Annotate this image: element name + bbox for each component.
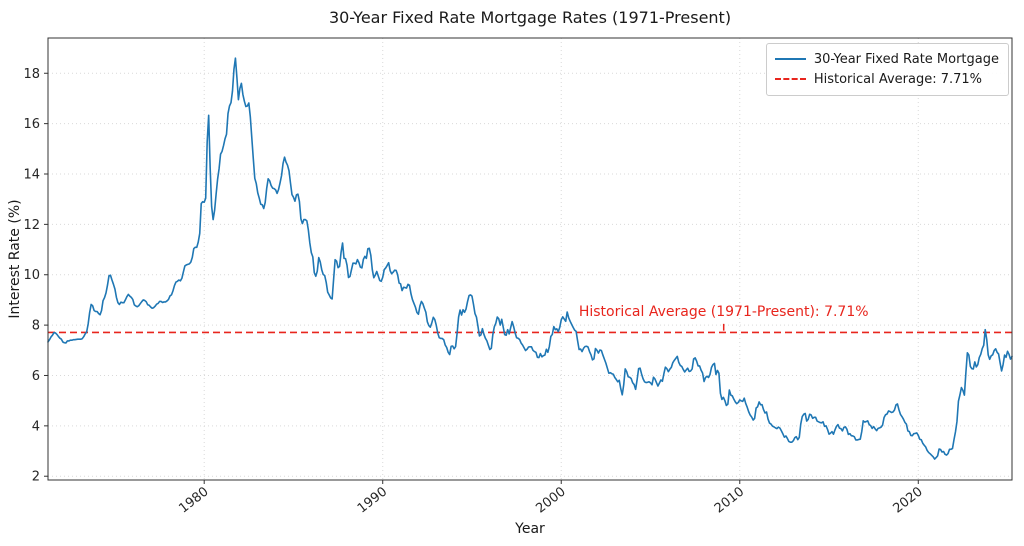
series-line-mortgage — [47, 57, 1013, 460]
legend-label-mortgage: 30-Year Fixed Rate Mortgage — [813, 51, 999, 67]
y-tick-label: 16 — [23, 117, 40, 132]
y-tick-label: 2 — [32, 470, 40, 485]
average-annotation-text: Historical Average (1971-Present): 7.71% — [578, 303, 869, 320]
plot-border — [47, 37, 1013, 481]
x-tick-label: 1980 — [176, 484, 211, 516]
x-axis-label: Year — [515, 521, 545, 537]
legend-label-average: Historical Average: 7.71% — [813, 71, 983, 87]
y-tick-label: 12 — [23, 218, 40, 233]
y-tick-label: 8 — [32, 319, 40, 334]
legend-entry-average: Historical Average: 7.71% — [774, 69, 999, 89]
x-tick-label: 1990 — [355, 484, 390, 516]
x-tick-label: 2020 — [890, 484, 925, 516]
x-tick-label: 2000 — [533, 484, 568, 516]
legend-line-sample-mortgage — [774, 58, 806, 60]
y-tick-label: 10 — [23, 268, 40, 283]
y-tick-label: 6 — [32, 369, 40, 384]
chart-title: 30-Year Fixed Rate Mortgage Rates (1971-… — [328, 8, 732, 27]
x-tick-label: 2010 — [712, 484, 747, 516]
legend-dashed-sample-average — [774, 78, 806, 80]
legend-entry-mortgage: 30-Year Fixed Rate Mortgage — [774, 49, 999, 69]
legend: 30-Year Fixed Rate Mortgage Historical A… — [765, 43, 1009, 96]
y-tick-label: 4 — [32, 419, 40, 434]
y-tick-label: 14 — [23, 168, 40, 183]
y-axis-label: Interest Rate (%) — [7, 199, 23, 319]
y-tick-label: 18 — [23, 67, 40, 82]
